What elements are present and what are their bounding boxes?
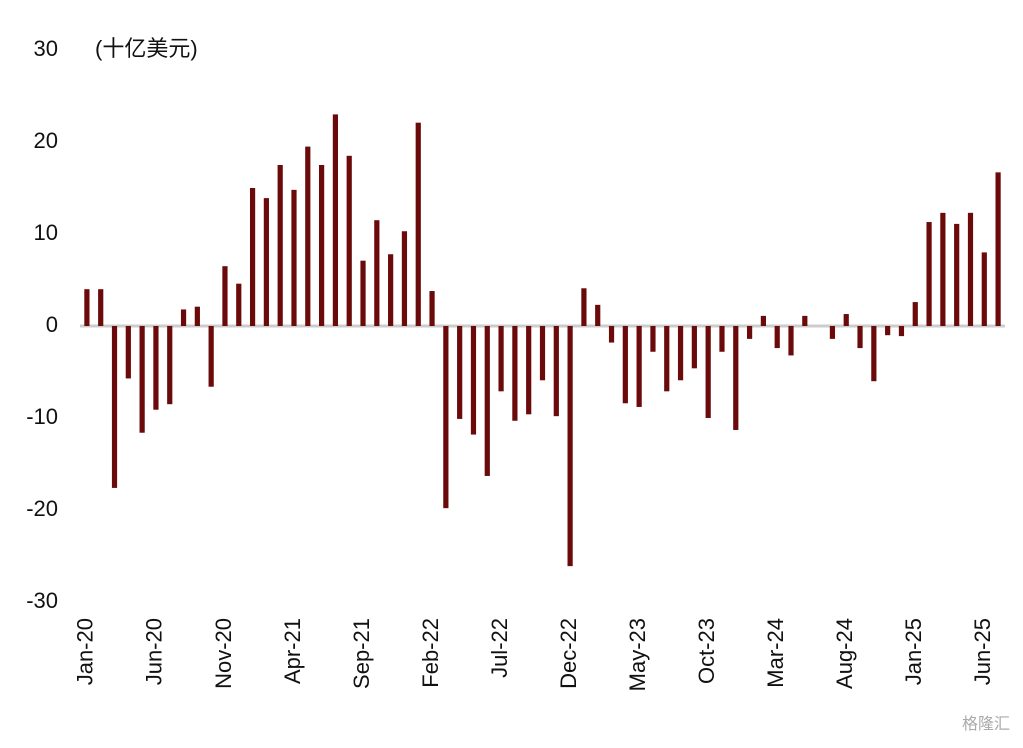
y-tick-label: -20 [26, 496, 58, 521]
bar [470, 326, 477, 435]
bar [374, 220, 380, 326]
bar [898, 326, 905, 337]
bar [829, 326, 836, 339]
bar [885, 326, 891, 336]
bar [263, 198, 269, 326]
bar [954, 223, 960, 326]
bar [401, 231, 408, 326]
bar [319, 165, 325, 326]
bar [871, 326, 877, 382]
bar [236, 283, 242, 326]
watermark: 格隆汇 [962, 715, 1010, 733]
bar [622, 326, 628, 404]
y-tick-label: -30 [26, 588, 58, 613]
y-tick-label: 20 [34, 128, 58, 153]
x-tick-label: Dec-22 [556, 618, 581, 689]
bar [608, 326, 615, 343]
bar [125, 326, 131, 379]
y-tick-label: 10 [34, 220, 58, 245]
x-tick-label: Aug-24 [832, 618, 857, 689]
y-tick-label: 0 [46, 312, 58, 337]
x-tick-label: Jan-20 [73, 618, 98, 685]
bar [388, 254, 394, 326]
bar [498, 326, 504, 392]
x-tick-label: Feb-22 [418, 618, 443, 688]
bar [553, 326, 559, 417]
bar [512, 326, 518, 421]
x-tick-label: Apr-21 [280, 618, 305, 684]
bar [429, 291, 435, 326]
bar [746, 326, 753, 339]
bar [249, 188, 256, 326]
bar [774, 326, 780, 349]
bar [180, 309, 187, 326]
bar [981, 252, 987, 326]
bar [277, 165, 283, 326]
bar [843, 314, 849, 326]
bar [98, 289, 104, 326]
x-tick-label: Nov-20 [211, 618, 236, 689]
bar [595, 304, 601, 326]
bar [691, 326, 697, 369]
x-tick-label: Jul-22 [487, 618, 512, 678]
bar [967, 212, 974, 326]
unit-label: (十亿美元) [95, 36, 198, 61]
bar [332, 114, 339, 327]
bar [926, 222, 932, 326]
bar [733, 326, 739, 430]
bar [139, 326, 145, 433]
x-tick-label: Jan-25 [901, 618, 926, 685]
bar [526, 326, 532, 415]
bar [677, 326, 684, 381]
bar [167, 326, 173, 405]
bar [484, 326, 490, 476]
bar [760, 315, 766, 326]
bar [567, 326, 573, 567]
y-tick-label: -10 [26, 404, 58, 429]
bar [664, 326, 670, 392]
bar [581, 288, 587, 326]
bar [650, 326, 656, 352]
bar [802, 315, 808, 326]
bar [360, 260, 366, 326]
bar [153, 326, 159, 410]
bar [84, 289, 90, 326]
bar [857, 326, 863, 349]
bar [346, 155, 352, 326]
bar [443, 326, 449, 509]
bar [111, 326, 118, 488]
x-tick-label: Oct-23 [694, 618, 719, 684]
bar [291, 189, 297, 326]
bar [995, 172, 1001, 326]
bar [305, 146, 311, 326]
bar [940, 212, 946, 326]
bar [912, 302, 918, 326]
bar [705, 326, 711, 418]
bar [222, 266, 228, 326]
y-tick-label: 30 [34, 36, 58, 61]
x-tick-label: May-23 [625, 618, 650, 691]
x-tick-label: Jun-20 [142, 618, 167, 685]
x-tick-label: Jun-25 [970, 618, 995, 685]
bar [719, 326, 725, 352]
bar [208, 326, 214, 387]
bar [415, 122, 421, 327]
bar [457, 326, 463, 419]
x-tick-label: Sep-21 [349, 618, 374, 689]
bar [539, 326, 546, 381]
bar [788, 326, 794, 356]
bar [636, 326, 642, 407]
bar [194, 306, 200, 326]
x-tick-label: Mar-24 [763, 618, 788, 688]
